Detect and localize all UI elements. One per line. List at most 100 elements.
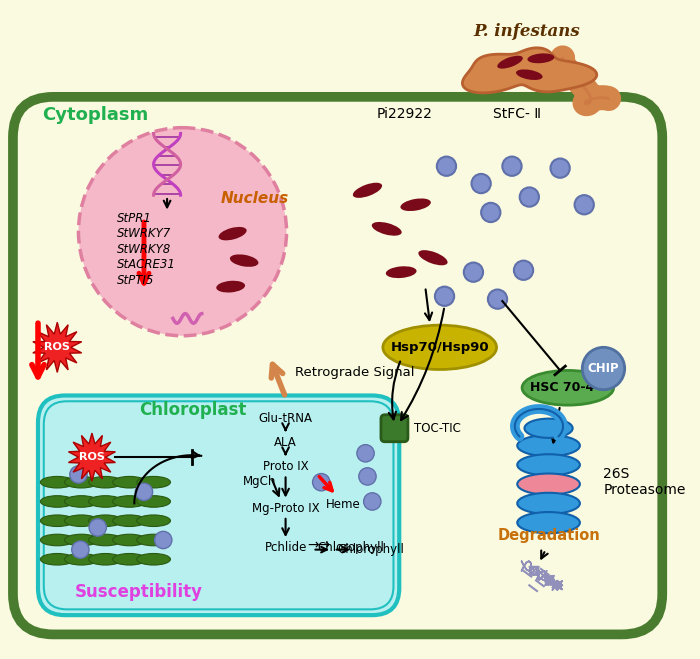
Ellipse shape <box>527 53 554 63</box>
Ellipse shape <box>136 476 171 488</box>
Circle shape <box>313 474 330 491</box>
Ellipse shape <box>372 222 402 236</box>
Text: Retrograde Signal: Retrograde Signal <box>295 366 414 379</box>
Ellipse shape <box>386 266 416 278</box>
Ellipse shape <box>136 534 171 546</box>
Text: Chlorophyll: Chlorophyll <box>337 543 404 556</box>
Ellipse shape <box>89 534 122 546</box>
Ellipse shape <box>136 515 171 527</box>
Ellipse shape <box>64 496 98 507</box>
Ellipse shape <box>218 227 246 241</box>
Circle shape <box>514 260 533 280</box>
Ellipse shape <box>522 370 614 405</box>
Circle shape <box>575 195 594 214</box>
Text: ROS: ROS <box>79 452 105 462</box>
Ellipse shape <box>517 435 580 456</box>
Text: StPR1: StPR1 <box>117 212 152 225</box>
Text: ROS: ROS <box>44 342 70 353</box>
Text: Nucleus: Nucleus <box>221 191 289 206</box>
Ellipse shape <box>353 183 382 198</box>
Circle shape <box>359 468 376 485</box>
Circle shape <box>71 541 89 558</box>
Text: P. infestans: P. infestans <box>473 23 580 40</box>
Ellipse shape <box>41 554 74 565</box>
Text: CHIP: CHIP <box>588 362 620 375</box>
Ellipse shape <box>41 515 74 527</box>
Ellipse shape <box>64 515 98 527</box>
Text: →→: →→ <box>308 538 331 553</box>
Text: StACRE31: StACRE31 <box>117 258 176 272</box>
Text: Pi22922: Pi22922 <box>376 107 432 121</box>
Circle shape <box>472 174 491 193</box>
Ellipse shape <box>64 476 98 488</box>
Text: Cytoplasm: Cytoplasm <box>42 106 148 124</box>
Ellipse shape <box>113 515 146 527</box>
FancyBboxPatch shape <box>13 97 662 635</box>
FancyBboxPatch shape <box>381 415 408 442</box>
Text: Chlorophyll: Chlorophyll <box>318 541 384 554</box>
Polygon shape <box>463 48 596 93</box>
Ellipse shape <box>113 496 146 507</box>
Ellipse shape <box>89 496 122 507</box>
Text: Proto IX: Proto IX <box>262 460 309 473</box>
Circle shape <box>363 493 381 510</box>
Text: MgCh: MgCh <box>243 475 276 488</box>
Circle shape <box>582 347 624 389</box>
Circle shape <box>503 157 522 176</box>
Text: StWRKY7: StWRKY7 <box>117 227 172 241</box>
Ellipse shape <box>41 496 74 507</box>
Ellipse shape <box>517 454 580 475</box>
Text: Susceptibility: Susceptibility <box>75 583 202 601</box>
Ellipse shape <box>136 554 171 565</box>
Ellipse shape <box>113 554 146 565</box>
Text: Glu-tRNA: Glu-tRNA <box>258 412 313 425</box>
Ellipse shape <box>89 515 122 527</box>
Circle shape <box>481 203 500 222</box>
Ellipse shape <box>64 554 98 565</box>
Circle shape <box>437 157 456 176</box>
Ellipse shape <box>136 496 171 507</box>
Circle shape <box>435 287 454 306</box>
Ellipse shape <box>383 325 496 370</box>
Ellipse shape <box>497 56 523 69</box>
Ellipse shape <box>64 534 98 546</box>
Circle shape <box>78 128 286 336</box>
Ellipse shape <box>517 474 580 495</box>
Ellipse shape <box>517 512 580 533</box>
Text: Degradation: Degradation <box>497 528 600 543</box>
Ellipse shape <box>230 254 258 267</box>
Circle shape <box>135 483 153 500</box>
Text: Pchlide: Pchlide <box>265 541 307 554</box>
Text: Heme: Heme <box>326 498 361 511</box>
Circle shape <box>488 289 507 309</box>
Text: TOC-TIC: TOC-TIC <box>414 422 461 435</box>
Circle shape <box>357 445 374 462</box>
Circle shape <box>89 519 106 536</box>
Ellipse shape <box>400 198 430 211</box>
Ellipse shape <box>41 534 74 546</box>
Ellipse shape <box>517 493 580 514</box>
Text: Hsp70/Hsp90: Hsp70/Hsp90 <box>391 341 489 354</box>
Circle shape <box>464 262 483 282</box>
Ellipse shape <box>89 476 122 488</box>
Text: HSC 70-4: HSC 70-4 <box>530 382 594 394</box>
Circle shape <box>70 466 87 483</box>
Text: Mg-Proto IX: Mg-Proto IX <box>252 501 319 515</box>
Circle shape <box>550 159 570 178</box>
FancyBboxPatch shape <box>38 395 399 615</box>
Text: StFC- Ⅱ: StFC- Ⅱ <box>493 107 541 121</box>
Text: ALA: ALA <box>274 436 297 449</box>
Ellipse shape <box>216 281 245 293</box>
Ellipse shape <box>113 476 146 488</box>
Ellipse shape <box>419 250 447 266</box>
Ellipse shape <box>41 476 74 488</box>
Ellipse shape <box>89 554 122 565</box>
Ellipse shape <box>524 418 573 438</box>
Circle shape <box>519 187 539 207</box>
Ellipse shape <box>516 69 542 80</box>
Text: Chloroplast: Chloroplast <box>139 401 246 418</box>
Polygon shape <box>69 433 116 481</box>
Polygon shape <box>33 322 82 372</box>
Circle shape <box>155 531 172 549</box>
Ellipse shape <box>113 534 146 546</box>
